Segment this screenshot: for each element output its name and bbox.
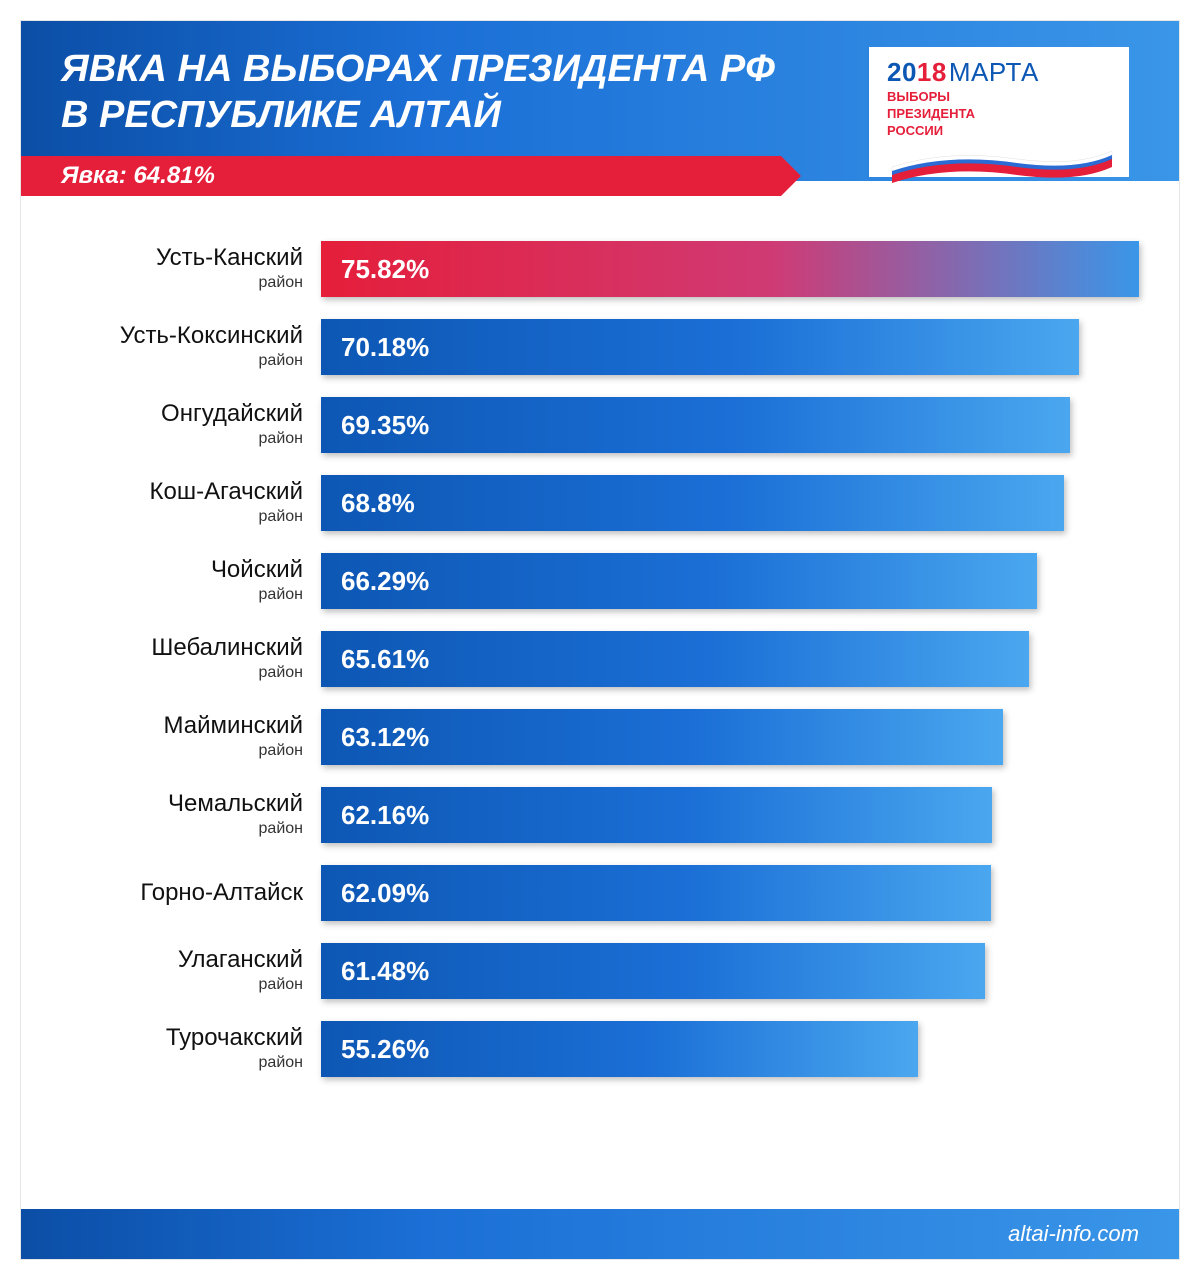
election-logo: 2018МАРТА ВЫБОРЫ ПРЕЗИДЕНТА РОССИИ bbox=[869, 47, 1129, 177]
bar-label: Чемальский район bbox=[61, 787, 321, 843]
bar-row: Майминский район 63.12% bbox=[61, 709, 1139, 765]
bar: 62.16% bbox=[321, 787, 992, 843]
bar-track: 70.18% bbox=[321, 319, 1139, 375]
bar-value: 66.29% bbox=[341, 566, 429, 597]
footer: altai-info.com bbox=[21, 1209, 1179, 1259]
logo-sub-1: ВЫБОРЫ bbox=[887, 90, 1111, 105]
bar-label: Усть-Коксинский район bbox=[61, 319, 321, 375]
bar-value: 65.61% bbox=[341, 644, 429, 675]
district-sublabel: район bbox=[61, 742, 303, 760]
flag-ribbon-icon bbox=[887, 145, 1117, 183]
logo-sub-3: РОССИИ bbox=[887, 124, 1111, 139]
bar-row: Усть-Коксинский район 70.18% bbox=[61, 319, 1139, 375]
bar-row: Шебалинский район 65.61% bbox=[61, 631, 1139, 687]
bar-value: 63.12% bbox=[341, 722, 429, 753]
bar-value: 70.18% bbox=[341, 332, 429, 363]
district-sublabel: район bbox=[61, 664, 303, 682]
bar-row: Онгудайский район 69.35% bbox=[61, 397, 1139, 453]
bar-row: Кош-Агачский район 68.8% bbox=[61, 475, 1139, 531]
bar: 61.48% bbox=[321, 943, 985, 999]
bar-track: 68.8% bbox=[321, 475, 1139, 531]
logo-year-highlight: 18 bbox=[917, 57, 947, 87]
bar-label: Кош-Агачский район bbox=[61, 475, 321, 531]
district-sublabel: район bbox=[61, 430, 303, 448]
bar-row: Чемальский район 62.16% bbox=[61, 787, 1139, 843]
bar-value: 75.82% bbox=[341, 254, 429, 285]
bar-track: 66.29% bbox=[321, 553, 1139, 609]
bar-label: Онгудайский район bbox=[61, 397, 321, 453]
bar-track: 61.48% bbox=[321, 943, 1139, 999]
bar: 63.12% bbox=[321, 709, 1003, 765]
bar: 62.09% bbox=[321, 865, 991, 921]
bar: 70.18% bbox=[321, 319, 1079, 375]
district-name: Чойский bbox=[61, 558, 303, 582]
turnout-strip: Явка: 64.81% bbox=[21, 156, 781, 196]
district-name: Усть-Канский bbox=[61, 246, 303, 270]
bar: 75.82% bbox=[321, 241, 1139, 297]
bar-value: 61.48% bbox=[341, 956, 429, 987]
bar-label: Турочакский район bbox=[61, 1021, 321, 1077]
turnout-bar-chart: Усть-Канский район 75.82% Усть-Коксинский ра… bbox=[21, 181, 1179, 1209]
district-name: Усть-Коксинский bbox=[61, 324, 303, 348]
bar-row: Усть-Канский район 75.82% bbox=[61, 241, 1139, 297]
bar-label: Шебалинский район bbox=[61, 631, 321, 687]
district-name: Онгудайский bbox=[61, 402, 303, 426]
bar-row: Чойский район 66.29% bbox=[61, 553, 1139, 609]
infographic-frame: ЯВКА НА ВЫБОРАХ ПРЕЗИДЕНТА РФ В РЕСПУБЛИ… bbox=[20, 20, 1180, 1260]
bar: 68.8% bbox=[321, 475, 1064, 531]
bar: 66.29% bbox=[321, 553, 1037, 609]
footer-site: altai-info.com bbox=[1008, 1221, 1139, 1247]
district-sublabel: район bbox=[61, 820, 303, 838]
district-name: Улаганский bbox=[61, 948, 303, 972]
district-sublabel: район bbox=[61, 352, 303, 370]
bar-track: 62.09% bbox=[321, 865, 1139, 921]
district-sublabel: район bbox=[61, 274, 303, 292]
bar-value: 55.26% bbox=[341, 1034, 429, 1065]
bar-track: 75.82% bbox=[321, 241, 1139, 297]
bar: 65.61% bbox=[321, 631, 1029, 687]
turnout-label: Явка: 64.81% bbox=[61, 162, 215, 190]
district-name: Шебалинский bbox=[61, 636, 303, 660]
district-name: Турочакский bbox=[61, 1026, 303, 1050]
bar-track: 62.16% bbox=[321, 787, 1139, 843]
page-title: ЯВКА НА ВЫБОРАХ ПРЕЗИДЕНТА РФ В РЕСПУБЛИ… bbox=[61, 47, 781, 138]
district-name: Чемальский bbox=[61, 792, 303, 816]
bar-label: Горно-Алтайск bbox=[61, 865, 321, 921]
logo-month: МАРТА bbox=[949, 57, 1039, 87]
bar-track: 69.35% bbox=[321, 397, 1139, 453]
header: ЯВКА НА ВЫБОРАХ ПРЕЗИДЕНТА РФ В РЕСПУБЛИ… bbox=[21, 21, 1179, 181]
district-sublabel: район bbox=[61, 976, 303, 994]
bar-track: 65.61% bbox=[321, 631, 1139, 687]
bar-label: Майминский район bbox=[61, 709, 321, 765]
bar-row: Горно-Алтайск 62.09% bbox=[61, 865, 1139, 921]
bar-value: 68.8% bbox=[341, 488, 415, 519]
bar: 55.26% bbox=[321, 1021, 918, 1077]
district-sublabel: район bbox=[61, 1054, 303, 1072]
bar-row: Турочакский район 55.26% bbox=[61, 1021, 1139, 1077]
district-name: Майминский bbox=[61, 714, 303, 738]
bar-label: Чойский район bbox=[61, 553, 321, 609]
logo-sub-2: ПРЕЗИДЕНТА bbox=[887, 107, 1111, 122]
bar-track: 55.26% bbox=[321, 1021, 1139, 1077]
bar-track: 63.12% bbox=[321, 709, 1139, 765]
district-name: Горно-Алтайск bbox=[61, 881, 303, 905]
logo-year-prefix: 20 bbox=[887, 57, 917, 87]
district-name: Кош-Агачский bbox=[61, 480, 303, 504]
bar-label: Усть-Канский район bbox=[61, 241, 321, 297]
bar-value: 62.09% bbox=[341, 878, 429, 909]
bar-row: Улаганский район 61.48% bbox=[61, 943, 1139, 999]
logo-date: 2018МАРТА bbox=[887, 57, 1111, 88]
bar-value: 62.16% bbox=[341, 800, 429, 831]
bar-label: Улаганский район bbox=[61, 943, 321, 999]
bar-value: 69.35% bbox=[341, 410, 429, 441]
bar: 69.35% bbox=[321, 397, 1070, 453]
district-sublabel: район bbox=[61, 586, 303, 604]
district-sublabel: район bbox=[61, 508, 303, 526]
